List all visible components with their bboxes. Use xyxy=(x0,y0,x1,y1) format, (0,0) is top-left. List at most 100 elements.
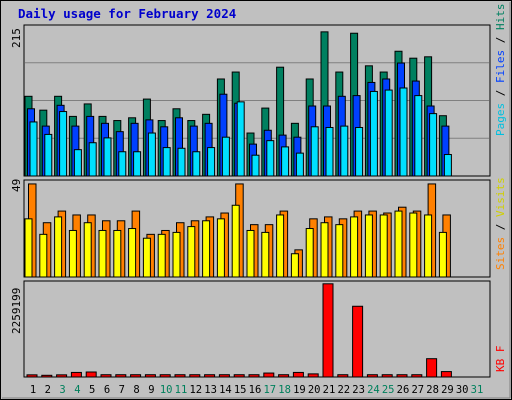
legend-item: Visits xyxy=(494,177,507,217)
day-tick-label: 18 xyxy=(278,384,291,396)
sites-bar xyxy=(276,214,285,278)
kbytes-bar xyxy=(70,371,82,378)
kbytes-bar xyxy=(381,374,393,378)
day-tick-label: 14 xyxy=(219,384,232,396)
pages-bar xyxy=(236,101,245,177)
pages-bar xyxy=(133,151,142,177)
sites-bar xyxy=(113,229,122,278)
legend-item: KB F xyxy=(494,345,507,373)
sites-bar xyxy=(305,228,314,278)
pages-bar xyxy=(221,136,230,177)
pages-bar xyxy=(192,151,201,177)
pages-bar xyxy=(325,126,334,177)
day-tick-label: 11 xyxy=(174,384,188,396)
day-tick-label: 6 xyxy=(103,384,111,396)
kbytes-bar xyxy=(426,358,438,378)
sites-bar xyxy=(438,231,447,278)
sites-bar xyxy=(231,204,240,278)
day-tick-label: 4 xyxy=(74,384,81,396)
sites-bar xyxy=(364,214,373,278)
pages-bar xyxy=(266,140,275,177)
legend-item: Pages xyxy=(494,102,507,136)
pages-bar xyxy=(59,111,68,177)
pages-bar xyxy=(295,152,304,177)
day-tick-label: 17 xyxy=(263,384,277,396)
sites-bar xyxy=(409,212,418,278)
kbytes-bar xyxy=(233,374,245,378)
kbytes-bar xyxy=(248,374,260,378)
kbytes-bar xyxy=(440,371,452,378)
day-tick-label: 5 xyxy=(89,384,96,396)
sites-bar xyxy=(261,231,270,278)
kbytes-bar xyxy=(41,374,53,378)
sites-bar xyxy=(24,218,33,278)
sites-bar xyxy=(246,229,255,278)
day-tick-label: 7 xyxy=(118,384,125,396)
day-tick-label: 26 xyxy=(396,384,410,396)
pages-bar xyxy=(251,154,260,177)
sites-bar xyxy=(142,237,151,278)
day-tick-label: 9 xyxy=(148,384,155,396)
kbytes-bar xyxy=(189,374,201,378)
legend-item: Files xyxy=(494,49,507,83)
sites-bar xyxy=(187,226,196,278)
kbytes-bar xyxy=(307,373,319,378)
kbytes-bar xyxy=(100,374,112,378)
kbytes-bar xyxy=(366,374,378,378)
hits-files-pages-legend: Pages / Files / Hits xyxy=(494,4,507,137)
sites-bar xyxy=(350,216,359,278)
legend-item: Hits xyxy=(494,3,507,31)
pages-bar xyxy=(443,154,452,177)
day-tick-label: 24 xyxy=(367,384,380,396)
legend-item: / xyxy=(494,83,507,103)
day-tick-label: 31 xyxy=(470,384,484,396)
pages-bar xyxy=(384,89,393,177)
day-tick-label: 29 xyxy=(441,384,454,396)
pages-bar xyxy=(88,142,97,177)
sites-bar xyxy=(157,233,166,278)
pages-bar xyxy=(103,137,112,177)
kbytes-legend: KB F xyxy=(494,346,507,373)
day-tick-label: 25 xyxy=(381,384,395,396)
sites-bar xyxy=(290,253,299,278)
sites-bar xyxy=(39,233,48,278)
pages-bar xyxy=(281,146,290,177)
day-tick-label: 30 xyxy=(455,384,469,396)
sites-bar xyxy=(424,214,433,278)
day-tick-label: 12 xyxy=(189,384,203,396)
kbytes-y-max-label: 2259199 xyxy=(10,287,23,334)
kbytes-bar xyxy=(204,374,216,378)
day-tick-label: 20 xyxy=(307,384,321,396)
sites-bar xyxy=(54,216,63,278)
sites-bar xyxy=(68,229,77,278)
pages-bar xyxy=(73,149,82,177)
pages-bar xyxy=(310,126,319,177)
panel-3 xyxy=(23,280,491,378)
kbytes-bar xyxy=(56,374,68,378)
kbytes-bar xyxy=(263,372,275,378)
day-tick-label: 3 xyxy=(59,384,66,396)
pages-bar xyxy=(177,147,186,177)
day-tick-label: 13 xyxy=(204,384,217,396)
pages-bar xyxy=(29,121,38,177)
kbytes-bar xyxy=(411,374,423,378)
pages-bar xyxy=(340,125,349,177)
pages-bar xyxy=(207,147,216,177)
pages-bar xyxy=(414,95,423,177)
sites-bar xyxy=(320,222,329,278)
sites-bar xyxy=(379,214,388,278)
day-tick-label: 2 xyxy=(44,384,51,396)
day-tick-label: 16 xyxy=(248,384,262,396)
kbytes-bar xyxy=(292,371,304,378)
day-tick-label: 1 xyxy=(29,384,37,396)
day-tick-label: 10 xyxy=(159,384,173,396)
kbytes-bar xyxy=(278,374,290,378)
visits-y-max-label: 49 xyxy=(10,178,23,192)
sites-bar xyxy=(128,228,137,278)
sites-bar xyxy=(335,224,344,278)
pages-bar xyxy=(44,133,53,177)
kbytes-bar xyxy=(174,374,186,378)
kbytes-bar xyxy=(337,374,349,378)
chart-title: Daily usage for February 2024 xyxy=(18,6,237,21)
